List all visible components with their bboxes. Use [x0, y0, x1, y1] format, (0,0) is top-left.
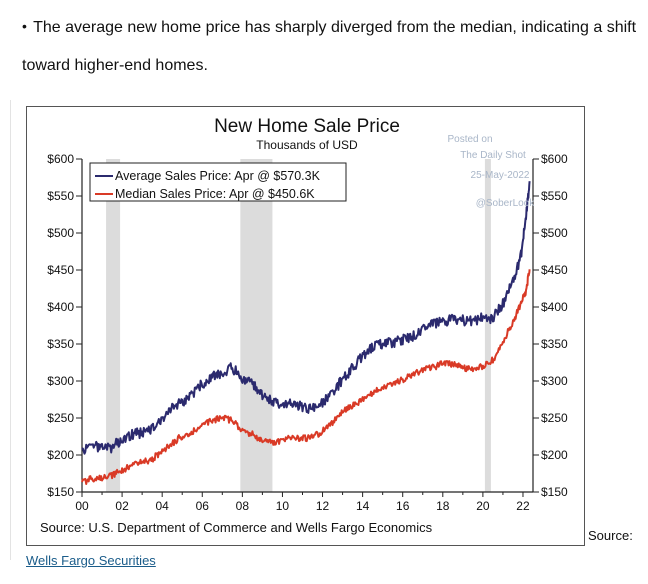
legend-label-1: Median Sales Price: Apr @ $450.6K	[115, 187, 315, 201]
legend-label-0: Average Sales Price: Apr @ $570.3K	[115, 169, 321, 183]
y-tick-label-left-7: $500	[47, 226, 74, 240]
y-tick-label-right-9: $600	[541, 152, 568, 166]
source-label: Source:	[588, 528, 633, 543]
y-tick-label-left-2: $250	[47, 411, 74, 425]
chart-series	[81, 181, 531, 485]
y-tick-label-right-3: $300	[541, 374, 568, 388]
y-tick-label-left-4: $350	[47, 337, 74, 351]
x-tick-label-5: 10	[276, 499, 290, 513]
watermark: Posted on The Daily Shot 25-May-2022 @So…	[447, 134, 535, 209]
x-tick-label-6: 12	[316, 499, 330, 513]
x-tick-label-10: 20	[476, 499, 490, 513]
wells-fargo-securities-link[interactable]: Wells Fargo Securities	[26, 553, 156, 568]
line-chart: $150 $150 $200 $200 $250 $250 $300 $300 $350 $350…	[40, 116, 568, 535]
chart-subtitle: Thousands of USD	[256, 138, 358, 152]
y-tick-label-right-1: $200	[541, 448, 568, 462]
intro-line-1: The average new home price has sharply d…	[33, 19, 637, 36]
recession-shading	[106, 159, 491, 492]
y-tick-label-left-8: $550	[47, 189, 74, 203]
x-tick-label-7: 14	[356, 499, 370, 513]
y-tick-label-right-8: $550	[541, 189, 568, 203]
watermark-handle: @SoberLook	[476, 198, 536, 209]
legend-box	[89, 162, 347, 202]
watermark-posted-on: Posted on	[447, 134, 492, 145]
y-tick-label-left-5: $400	[47, 300, 74, 314]
x-tick-label-4: 08	[236, 499, 250, 513]
y-tick-label-right-2: $250	[541, 411, 568, 425]
x-tick-label-8: 16	[396, 499, 410, 513]
chart-title: New Home Sale Price	[214, 116, 400, 137]
y-tick-label-right-6: $450	[541, 263, 568, 277]
y-tick-label-left-3: $300	[47, 374, 74, 388]
y-tick-label-left-1: $200	[47, 448, 74, 462]
watermark-daily-shot: The Daily Shot	[460, 150, 526, 161]
left-divider	[10, 100, 11, 560]
x-tick-label-2: 04	[155, 499, 169, 513]
bullet-icon: •	[22, 18, 27, 34]
y-tick-label-right-7: $500	[541, 226, 568, 240]
chart-container: $150 $150 $200 $200 $250 $250 $300 $300 $350 $350…	[26, 106, 585, 546]
x-tick-label-9: 18	[436, 499, 450, 513]
y-tick-label-right-4: $350	[541, 337, 568, 351]
recession-band-0	[106, 159, 121, 492]
intro-line-2: toward higher-end homes.	[22, 57, 208, 74]
series-line-1	[81, 269, 531, 485]
x-tick-label-0: 00	[75, 499, 89, 513]
chart-source: Source: U.S. Department of Commerce and …	[40, 520, 433, 535]
x-tick-label-11: 22	[516, 499, 530, 513]
intro-text-line-1: • The average new home price has sharply…	[22, 14, 642, 41]
y-tick-label-right-5: $400	[541, 300, 568, 314]
watermark-date: 25-May-2022	[471, 170, 530, 181]
recession-band-2	[484, 159, 491, 492]
y-tick-label-left-9: $600	[47, 152, 74, 166]
series-line-0	[81, 181, 531, 455]
chart-legend: Average Sales Price: Apr @ $570.3K Median…	[89, 162, 347, 202]
x-tick-label-1: 02	[115, 499, 129, 513]
y-tick-label-left-6: $450	[47, 263, 74, 277]
y-tick-label-right-0: $150	[541, 485, 568, 499]
chart-axes: $150 $150 $200 $200 $250 $250 $300 $300 $350 $350…	[47, 152, 568, 513]
x-tick-label-3: 06	[196, 499, 210, 513]
y-tick-label-left-0: $150	[47, 485, 74, 499]
page: • The average new home price has sharply…	[4, 0, 644, 584]
